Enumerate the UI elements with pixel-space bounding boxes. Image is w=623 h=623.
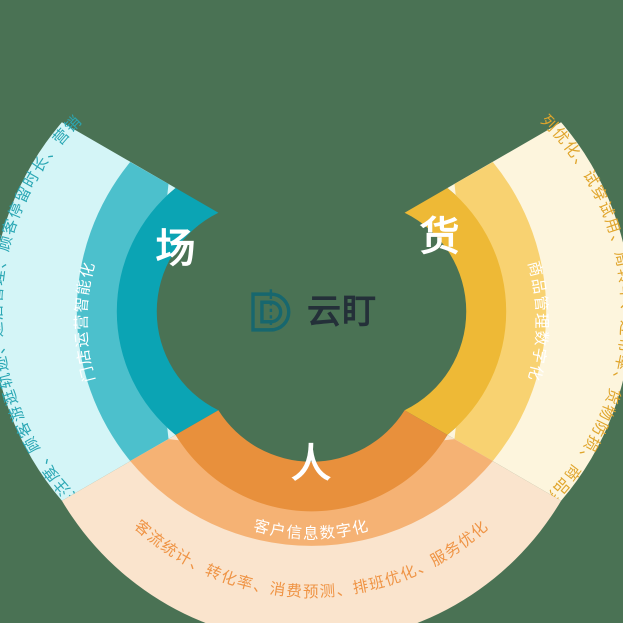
segment-huo-inner-band: [404, 188, 507, 435]
segment-chang-title: 场: [156, 227, 197, 271]
segment-huo-title: 货: [420, 215, 461, 259]
segment-ren[interactable]: 人 客户信息数字化 客流统计、转化率、消费预测、排班优化、服务优化: [61, 410, 562, 623]
segment-chang-inner-band: [116, 188, 219, 435]
segment-ren-title: 人: [291, 442, 332, 486]
segment-ren-inner-band: [175, 410, 448, 512]
